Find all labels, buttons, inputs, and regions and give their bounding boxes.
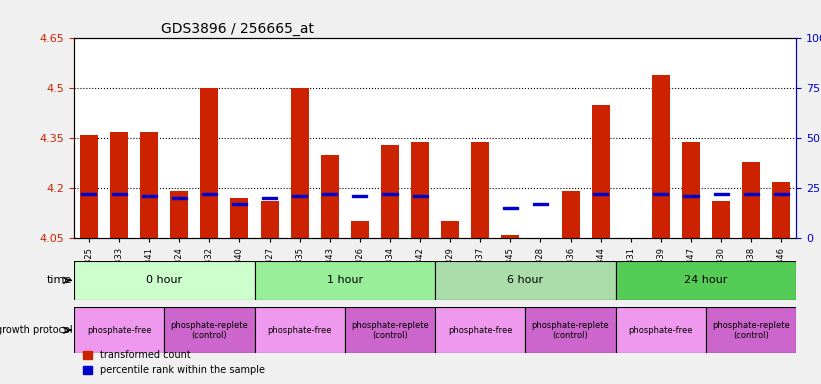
- Bar: [231, 198, 249, 238]
- Bar: [292, 195, 307, 197]
- Bar: [684, 195, 699, 197]
- Bar: [140, 132, 158, 238]
- Bar: [262, 197, 277, 199]
- Text: GDS3896 / 256665_at: GDS3896 / 256665_at: [161, 22, 314, 36]
- Text: phosphate-replete
(control): phosphate-replete (control): [171, 321, 248, 340]
- Bar: [112, 193, 126, 195]
- Bar: [172, 197, 187, 199]
- Bar: [321, 155, 339, 238]
- Bar: [80, 135, 98, 238]
- Bar: [744, 193, 759, 195]
- Text: phosphate-free: phosphate-free: [87, 326, 151, 335]
- FancyBboxPatch shape: [255, 307, 345, 353]
- Text: phosphate-free: phosphate-free: [629, 326, 693, 335]
- Text: 1 hour: 1 hour: [327, 275, 363, 285]
- Bar: [413, 195, 428, 197]
- FancyBboxPatch shape: [525, 307, 616, 353]
- Bar: [712, 202, 730, 238]
- Text: phosphate-free: phosphate-free: [268, 326, 332, 335]
- Bar: [200, 88, 218, 238]
- FancyBboxPatch shape: [616, 307, 706, 353]
- Bar: [742, 162, 760, 238]
- Text: phosphate-replete
(control): phosphate-replete (control): [713, 321, 790, 340]
- Bar: [170, 192, 188, 238]
- Bar: [774, 193, 789, 195]
- Bar: [773, 182, 791, 238]
- Bar: [471, 142, 489, 238]
- Bar: [232, 203, 247, 205]
- FancyBboxPatch shape: [435, 261, 616, 300]
- Bar: [503, 207, 518, 209]
- Text: growth protocol: growth protocol: [0, 325, 72, 335]
- Bar: [381, 145, 399, 238]
- FancyBboxPatch shape: [74, 307, 164, 353]
- Bar: [383, 193, 397, 195]
- Text: phosphate-replete
(control): phosphate-replete (control): [351, 321, 429, 340]
- Bar: [713, 193, 729, 195]
- Bar: [441, 222, 459, 238]
- Bar: [592, 105, 610, 238]
- Bar: [682, 142, 700, 238]
- FancyBboxPatch shape: [616, 261, 796, 300]
- Bar: [260, 202, 278, 238]
- Bar: [291, 88, 309, 238]
- Bar: [654, 193, 668, 195]
- Text: 24 hour: 24 hour: [685, 275, 727, 285]
- Bar: [81, 193, 97, 195]
- Bar: [594, 193, 608, 195]
- Bar: [562, 192, 580, 238]
- Bar: [202, 193, 217, 195]
- Text: time: time: [47, 275, 72, 285]
- FancyBboxPatch shape: [345, 307, 435, 353]
- Bar: [352, 195, 368, 197]
- FancyBboxPatch shape: [435, 307, 525, 353]
- Bar: [502, 235, 520, 238]
- FancyBboxPatch shape: [164, 307, 255, 353]
- Bar: [142, 195, 157, 197]
- Bar: [533, 203, 548, 205]
- Bar: [411, 142, 429, 238]
- Bar: [652, 75, 670, 238]
- Text: 0 hour: 0 hour: [146, 275, 182, 285]
- Bar: [110, 132, 128, 238]
- Bar: [323, 193, 337, 195]
- Text: 6 hour: 6 hour: [507, 275, 544, 285]
- Text: phosphate-replete
(control): phosphate-replete (control): [532, 321, 609, 340]
- Bar: [351, 222, 369, 238]
- Text: phosphate-free: phosphate-free: [448, 326, 512, 335]
- FancyBboxPatch shape: [74, 261, 255, 300]
- FancyBboxPatch shape: [255, 261, 435, 300]
- Legend: transformed count, percentile rank within the sample: transformed count, percentile rank withi…: [79, 346, 269, 379]
- FancyBboxPatch shape: [706, 307, 796, 353]
